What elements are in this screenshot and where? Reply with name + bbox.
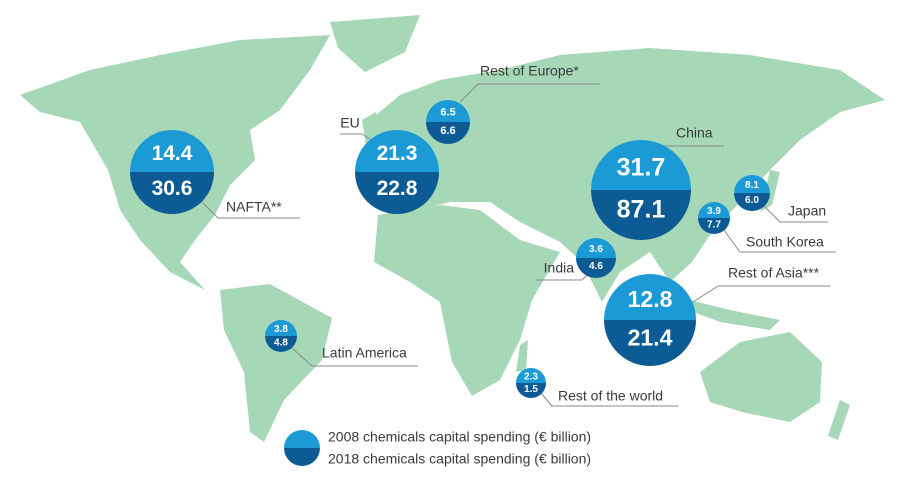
bubble-bottom [516, 383, 546, 398]
value-label: 4.8 [274, 337, 288, 348]
africa [374, 205, 560, 396]
region-label: Latin America [322, 345, 407, 361]
leader-line [291, 347, 418, 367]
region-label: Rest of Europe* [480, 63, 579, 79]
region-label: South Korea [746, 234, 824, 250]
bubble-top [426, 100, 470, 122]
leader-line [199, 199, 300, 219]
bubble-top [265, 320, 297, 336]
bubble-top [698, 202, 730, 218]
legend-swatch [284, 430, 320, 448]
value-label: 3.9 [707, 206, 721, 217]
value-label: 12.8 [628, 286, 673, 312]
region-label: Rest of Asia*** [728, 265, 820, 281]
legend-swatch [284, 448, 320, 466]
bubbles: 14.4 30.6 NAFTA** 21.3 22.8 EU 6.5 6.6 Rest of E… [130, 63, 836, 407]
bubble-top [516, 368, 546, 383]
value-label: 21.3 [377, 142, 418, 165]
leader-line [689, 285, 830, 305]
value-label: 7.7 [707, 219, 721, 230]
value-label: 6.0 [745, 195, 759, 206]
value-label: 3.6 [589, 244, 603, 255]
leader-line [459, 83, 600, 103]
bubble-top [591, 140, 691, 190]
region-label: NAFTA** [226, 199, 282, 215]
leader-line [540, 392, 678, 407]
bubble-top [604, 274, 696, 320]
bubble-bottom [130, 172, 214, 214]
bubble-top [734, 175, 770, 193]
value-label: 21.4 [628, 324, 673, 350]
australia [700, 332, 822, 422]
region-label: Japan [788, 203, 826, 219]
bubble-bottom [734, 193, 770, 211]
bubble-bottom [426, 122, 470, 144]
bubble-bottom [576, 258, 616, 278]
madagascar [516, 340, 528, 372]
value-label: 87.1 [617, 196, 666, 224]
value-label: 4.6 [589, 261, 603, 272]
value-label: 1.5 [524, 384, 538, 395]
region-label: India [544, 260, 575, 276]
value-label: 30.6 [152, 177, 193, 200]
value-label: 3.8 [274, 324, 288, 335]
region-label: China [676, 125, 713, 141]
leader-line [536, 273, 589, 281]
bubble-bottom [265, 336, 297, 352]
bubble-bottom [355, 172, 439, 214]
new-zealand [828, 400, 850, 440]
bubble-top [576, 238, 616, 258]
legend: 2008 chemicals capital spending (€ billi… [284, 429, 591, 467]
value-label: 2.3 [524, 371, 538, 382]
bubble-top [355, 130, 439, 172]
legend-label: 2008 chemicals capital spending (€ billi… [328, 429, 591, 445]
world-map [20, 15, 885, 442]
region-label: EU [340, 115, 359, 131]
value-label: 6.6 [440, 125, 455, 137]
leader-line [723, 229, 836, 253]
bubble-bottom [698, 218, 730, 234]
indonesia [688, 300, 780, 330]
leader-line [763, 205, 828, 223]
south-america [220, 284, 332, 442]
region-label: Rest of the world [558, 388, 663, 404]
value-label: 14.4 [152, 142, 193, 165]
value-label: 31.7 [617, 154, 666, 182]
value-label: 22.8 [377, 177, 418, 200]
bubble-bottom [604, 320, 696, 366]
bubble-bottom [591, 190, 691, 240]
legend-label: 2018 chemicals capital spending (€ billi… [328, 451, 591, 467]
value-label: 8.1 [745, 180, 759, 191]
greenland [330, 15, 420, 72]
bubble-top [130, 130, 214, 172]
value-label: 6.5 [440, 107, 455, 119]
